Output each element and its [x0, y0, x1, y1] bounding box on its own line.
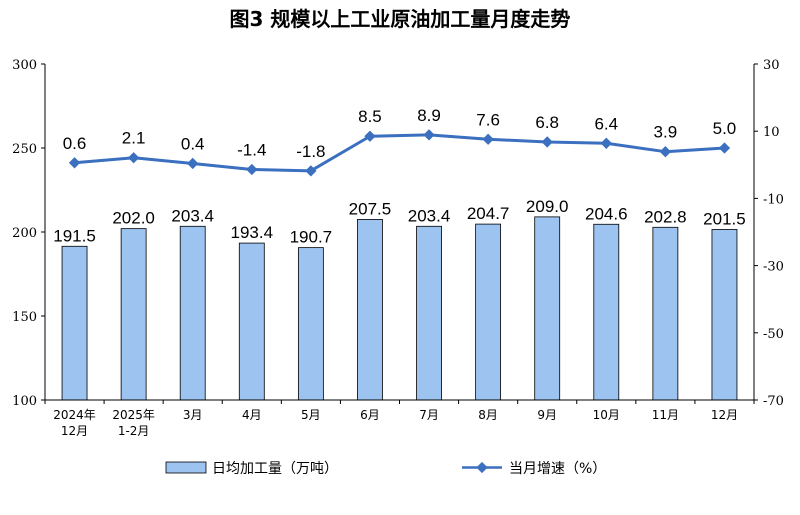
bar-data-label: 202.0	[112, 209, 155, 228]
bar-data-label: 201.5	[703, 209, 746, 228]
bar-data-label: 204.6	[585, 204, 628, 223]
left-tick-label: 300	[12, 58, 37, 73]
right-tick-label: -70	[763, 394, 784, 409]
left-tick-label: 250	[12, 142, 37, 157]
x-tick-label: 7月	[419, 408, 439, 422]
x-tick-label: 10月	[593, 408, 620, 422]
bar-data-label: 191.5	[53, 226, 96, 245]
line-point	[187, 157, 199, 170]
line-path	[74, 133, 725, 173]
bar	[534, 216, 561, 401]
right-tick-label: -10	[763, 192, 784, 207]
legend: 日均加工量（万吨） 当月增速（%）	[165, 461, 606, 477]
line-data-label: 0.4	[181, 134, 205, 153]
bar-data-label: 203.4	[408, 206, 451, 225]
x-tick-label: 11月	[652, 408, 679, 422]
line-point	[246, 163, 258, 176]
x-axis: 2024年 12月 2025年 1-2月 3月 4月 5月 6月 7月 8月 9月 10月 11月 12月	[44, 399, 755, 438]
bar	[652, 226, 679, 401]
line-data-label: -1.4	[237, 141, 266, 160]
bar	[711, 229, 738, 401]
x-tick-label: 12月	[61, 424, 88, 438]
legend-label-line: 当月增速（%）	[509, 461, 606, 477]
line-data-label: 5.0	[713, 119, 737, 138]
x-tick-label: 8月	[478, 408, 498, 422]
bar	[297, 247, 324, 401]
bar-data-label: 207.5	[349, 199, 392, 218]
bar-data-label: 204.7	[467, 204, 510, 223]
bar	[238, 242, 265, 401]
bar-data-label: 202.8	[644, 207, 687, 226]
bar	[416, 225, 442, 401]
line-point	[68, 157, 81, 169]
right-tick-label: -30	[763, 260, 784, 275]
bar-data-label: 209.0	[526, 197, 569, 216]
line-data-label: 6.4	[594, 114, 618, 133]
bar-data-label: 190.7	[290, 228, 333, 247]
left-tick-label: 100	[12, 394, 37, 409]
bar	[357, 218, 383, 401]
line-data-label: -1.8	[296, 142, 325, 161]
legend-swatch-marker	[476, 461, 488, 474]
line-point	[718, 142, 731, 154]
x-tick-label: 1-2月	[118, 424, 150, 438]
bar	[593, 223, 620, 401]
line-data-label: 7.6	[476, 110, 500, 129]
line-point	[541, 136, 553, 148]
right-tick-label: 30	[763, 58, 780, 73]
x-tick-label: 9月	[537, 408, 557, 422]
bar	[120, 228, 147, 401]
bar-series	[61, 216, 738, 401]
left-tick-label: 150	[12, 310, 37, 325]
x-tick-label: 12月	[711, 408, 738, 422]
right-tick-label: 10	[763, 125, 780, 140]
line-data-label: 0.6	[63, 134, 87, 153]
bar-data-label: 203.4	[171, 206, 214, 225]
line-point	[305, 165, 317, 177]
x-tick-label: 4月	[242, 408, 262, 422]
chart-title: 图3 规模以上工业原油加工量月度走势	[230, 7, 571, 31]
x-tick-label: 2025年	[112, 408, 155, 422]
line-point	[659, 146, 672, 158]
bar-data-label: 193.4	[231, 223, 274, 242]
legend-label-bar: 日均加工量（万吨）	[212, 461, 338, 477]
bar-data-labels: 191.5 202.0 203.4 193.4 190.7 207.5 203.4 204.7…	[53, 197, 745, 247]
bar	[475, 223, 502, 401]
bar	[61, 245, 88, 401]
line-data-label: 8.9	[417, 106, 441, 125]
line-point	[423, 129, 435, 141]
x-tick-label: 5月	[301, 408, 321, 422]
right-tick-label: -50	[763, 327, 784, 342]
line-data-label: 6.8	[535, 113, 559, 132]
left-axis: 100 150 200 250 300	[12, 58, 46, 409]
bar	[179, 225, 206, 401]
line-data-label: 3.9	[654, 123, 678, 142]
line-point	[364, 130, 376, 142]
line-data-labels: 0.6 2.1 0.4 -1.4 -1.8 8.5 8.9 7.6 6.8 6.4 3.9 5.0	[63, 106, 737, 161]
x-tick-label: 2024年	[53, 408, 96, 422]
legend-swatch-bar	[165, 461, 207, 474]
line-point	[127, 152, 140, 164]
line-data-label: 2.1	[122, 129, 146, 148]
line-series	[68, 129, 731, 177]
x-tick-label: 3月	[183, 408, 203, 422]
line-point	[600, 137, 612, 149]
right-axis: -70 -50 -30 -10 10 30	[753, 58, 784, 409]
line-point	[482, 133, 494, 145]
left-tick-label: 200	[12, 226, 37, 241]
line-data-label: 8.5	[358, 107, 382, 126]
x-tick-label: 6月	[360, 408, 380, 422]
